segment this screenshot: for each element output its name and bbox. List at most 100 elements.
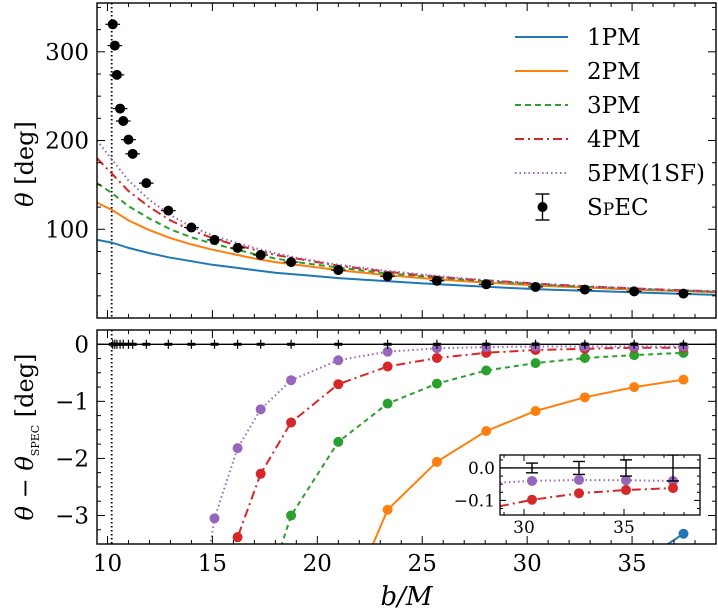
bottom-point-5pm-1sf--6 — [382, 346, 393, 357]
inset-plot-area — [500, 455, 700, 508]
bottom-series-4pm — [235, 346, 684, 544]
legend-label-spec-ec: EC — [614, 195, 648, 221]
top-ylabel-unit: [deg] — [11, 121, 39, 192]
spec-point-14 — [333, 265, 344, 276]
top-ytick-label-100: 100 — [45, 217, 89, 243]
spec-point-11 — [232, 242, 243, 253]
spec-point-10 — [209, 234, 220, 245]
spec-point-17 — [481, 279, 492, 290]
legend-label-spec-p: P — [603, 200, 614, 220]
bottom-xtick-label-25: 25 — [408, 551, 437, 577]
top-panel: 100 200 300 — [45, 2, 717, 319]
spec-point-13 — [286, 257, 297, 268]
spec-point-3 — [115, 103, 126, 114]
bottom-point-5pm-1sf--5 — [333, 355, 344, 366]
bottom-point-1pm — [678, 528, 689, 539]
bottom-point-2pm-5 — [579, 392, 590, 403]
bottom-point-5pm-1sf--3 — [255, 404, 266, 415]
legend-label-spec-s: S — [587, 195, 603, 221]
spec-point-2 — [111, 69, 122, 80]
inset-frame — [499, 454, 701, 516]
legend-label-1pm: 1PM — [587, 25, 641, 51]
bottom-ytick-label-0: 0 — [74, 332, 89, 358]
inset-ytick-label-0: 0.0 — [468, 459, 495, 479]
bottom-xtick-label-20: 20 — [303, 551, 332, 577]
bottom-point-3pm-8 — [629, 350, 640, 361]
bottom-point-3pm-2 — [333, 436, 344, 447]
bottom-point-4pm-3 — [286, 417, 297, 428]
top-frame — [96, 2, 717, 319]
spec-point-1 — [109, 40, 120, 51]
bottom-frame — [96, 329, 717, 545]
spec-point-19 — [579, 284, 590, 295]
bottom-series-3pm — [280, 351, 684, 544]
legend: 1PM 2PM 3PM 4PM 5PM(1SF) SPEC — [515, 25, 705, 221]
inset-ytick-label-1: −0.1 — [454, 491, 495, 511]
bottom-point-2pm-3 — [481, 426, 492, 437]
bottom-xlabel: b/M — [380, 582, 433, 612]
bottom-point-4pm-6 — [431, 352, 442, 363]
bottom-ylabel: θ − θSPEC [deg] — [11, 354, 42, 521]
inset-xtick-label-30: 30 — [513, 518, 535, 538]
spec-point-20 — [629, 286, 640, 297]
inset-xtick-label-35: 35 — [613, 518, 635, 538]
bottom-ylabel-symbol: θ − θ — [11, 456, 39, 521]
bottom-point-4pm-2 — [255, 468, 266, 479]
inset-point-4pm-2 — [574, 488, 584, 499]
legend-label-4pm: 4PM — [587, 127, 641, 153]
bottom-point-4pm-4 — [333, 379, 344, 390]
legend-label-5pm-1sf-: 5PM(1SF) — [587, 161, 705, 187]
bottom-panel: 0 −1 −2 −310 15 20 25 30 35 — [55, 329, 717, 577]
bottom-point-2pm-2 — [431, 456, 442, 467]
bottom-point-3pm-1 — [286, 510, 297, 521]
top-ytick-label-300: 300 — [45, 40, 89, 66]
spec-point-21 — [678, 288, 689, 299]
bottom-ylabel-unit: [deg] — [11, 354, 39, 425]
spec-point-8 — [163, 205, 174, 216]
bottom-xtick-label-35: 35 — [617, 551, 646, 577]
spec-point-5 — [123, 134, 134, 145]
bottom-point-4pm-1 — [232, 532, 243, 543]
bottom-ytick-label-3: −3 — [55, 503, 89, 529]
bottom-point-2pm-7 — [678, 374, 689, 385]
inset-point-5pm-1sf--3 — [621, 475, 631, 486]
bottom-point-3pm-6 — [530, 358, 541, 369]
bottom-ylabel-subscript: SPEC — [29, 425, 42, 456]
top-series-1pm — [97, 238, 716, 296]
bottom-point-3pm-3 — [382, 398, 393, 409]
top-ylabel-symbol: θ — [11, 192, 39, 207]
spec-point-16 — [431, 275, 442, 286]
spec-point-7 — [141, 178, 152, 189]
spec-point-18 — [530, 281, 541, 292]
bottom-point-5pm-1sf--4 — [286, 375, 297, 386]
top-ylabel: θ [deg] — [11, 121, 39, 207]
bottom-point-4pm-5 — [382, 361, 393, 372]
bottom-ytick-label-1: −1 — [55, 389, 89, 415]
inset-panel: 30 35 0.0 −0.1 — [454, 454, 701, 538]
spec-point-4 — [118, 116, 129, 127]
spec-point-15 — [382, 271, 393, 282]
bottom-xtick-label-30: 30 — [513, 551, 542, 577]
legend-label-3pm: 3PM — [587, 93, 641, 119]
legend-label-2pm: 2PM — [587, 59, 641, 85]
inset-point-4pm-4 — [668, 483, 678, 494]
axis-labels: θ [deg]θ − θSPEC [deg]b/M — [11, 121, 434, 612]
bottom-point-3pm-7 — [579, 352, 590, 363]
bottom-ytick-label-2: −2 — [55, 446, 89, 472]
bottom-point-5pm-1sf--1 — [209, 513, 220, 524]
bottom-point-3pm-5 — [481, 365, 492, 376]
bottom-series-2pm — [371, 378, 684, 544]
bottom-point-2pm-6 — [629, 382, 640, 393]
legend-label-spec: SPEC — [587, 195, 649, 221]
bottom-point-2pm-1 — [382, 504, 393, 515]
spec-point-12 — [255, 250, 266, 260]
bottom-xtick-label-10: 10 — [93, 551, 122, 577]
top-series-5pm-1sf- — [97, 139, 716, 293]
bottom-xtick-label-15: 15 — [198, 551, 227, 577]
bottom-point-3pm-4 — [431, 378, 442, 389]
bottom-point-2pm-4 — [530, 406, 541, 417]
bottom-point-5pm-1sf--2 — [232, 443, 243, 454]
spec-point-0 — [107, 19, 118, 30]
inset-point-4pm-1 — [527, 494, 537, 505]
